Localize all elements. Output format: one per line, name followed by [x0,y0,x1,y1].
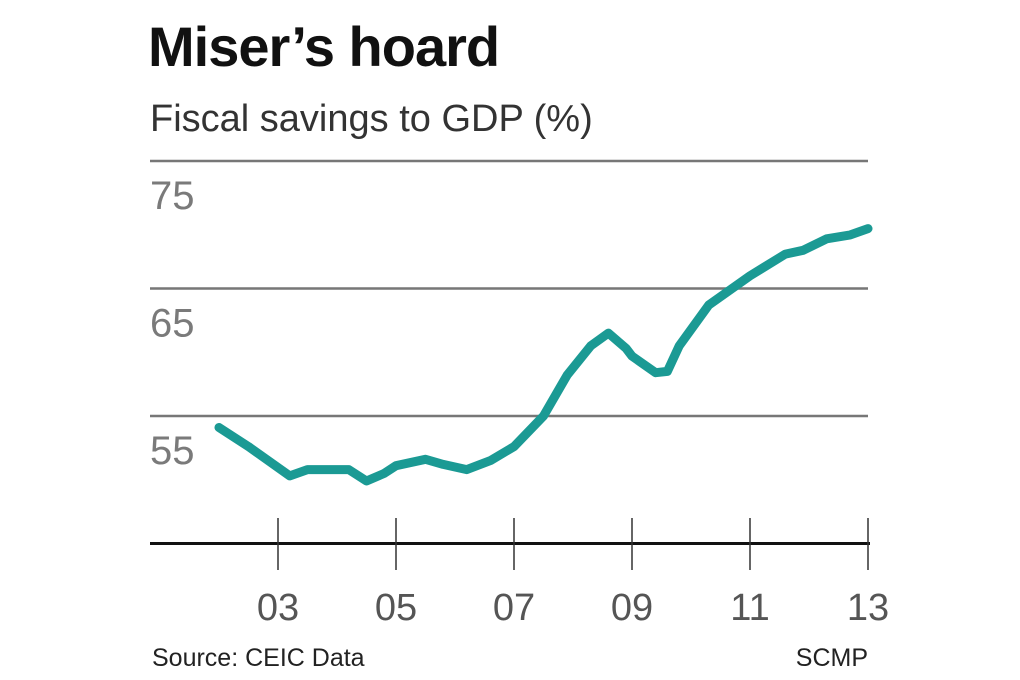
y-tick-label: 55 [150,429,195,473]
chart-title: Miser’s hoard [148,15,500,78]
x-tick-label: 07 [493,587,535,629]
source-note: Source: CEIC Data [152,644,365,672]
chart-subtitle: Fiscal savings to GDP (%) [150,98,593,140]
x-tick-label: 05 [375,587,417,629]
y-tick-label: 65 [150,302,195,346]
x-tick-label: 03 [257,587,299,629]
x-tick-label: 09 [611,587,653,629]
data-line [214,224,873,486]
y-tick-label: 75 [150,174,195,218]
credit-note: SCMP [795,644,868,672]
x-tick-label: 13 [847,587,889,629]
x-tick-label: 11 [730,587,769,629]
